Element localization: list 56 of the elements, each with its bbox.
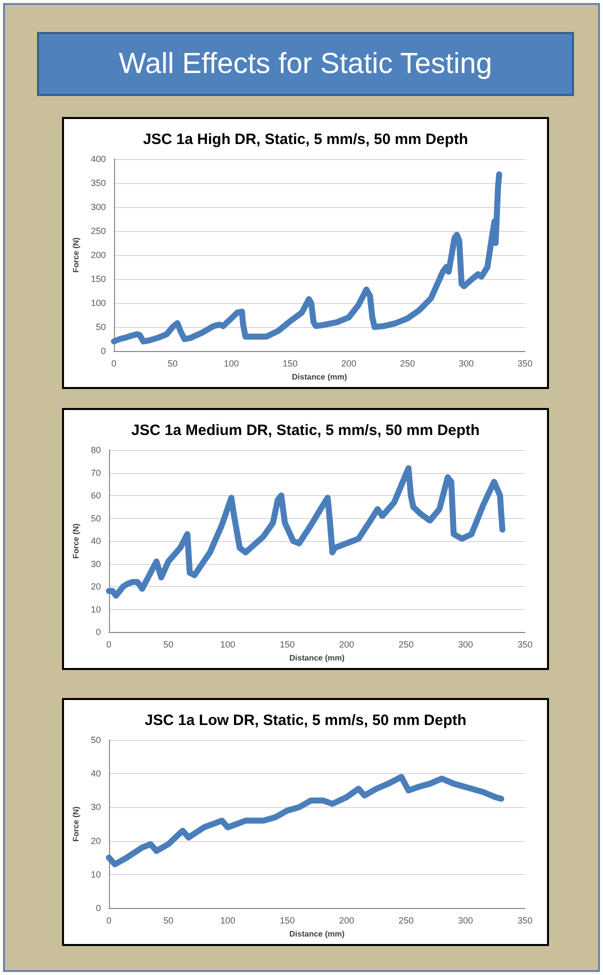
y-tick-label: 200 — [90, 250, 106, 260]
y-tick-label: 0 — [96, 627, 101, 637]
x-tick-label: 50 — [163, 916, 174, 926]
y-tick-label: 70 — [90, 468, 101, 478]
x-tick-label: 200 — [339, 640, 354, 650]
x-axis-title: Distance (mm) — [289, 929, 345, 938]
x-tick-label: 300 — [458, 916, 474, 926]
x-tick-label: 350 — [517, 640, 533, 650]
y-tick-label: 50 — [90, 513, 101, 524]
y-tick-label: 50 — [96, 322, 106, 332]
y-tick-label: 0 — [96, 903, 101, 913]
x-tick-label: 100 — [224, 358, 239, 368]
y-tick-label: 30 — [90, 802, 101, 812]
y-tick-label: 350 — [90, 178, 106, 188]
x-tick-label: 100 — [220, 640, 236, 650]
chart-title: JSC 1a Medium DR, Static, 5 mm/s, 50 mm Depth — [131, 422, 480, 439]
chart-title: JSC 1a High DR, Static, 5 mm/s, 50 mm Depth — [142, 131, 468, 148]
y-tick-label: 30 — [90, 558, 101, 569]
y-tick-label: 10 — [90, 869, 101, 880]
y-tick-label: 20 — [90, 836, 101, 846]
x-axis-title: Distance (mm) — [289, 653, 345, 662]
x-axis-title: Distance (mm) — [292, 372, 348, 382]
y-tick-label: 80 — [90, 445, 101, 455]
y-axis-title: Force (N) — [72, 237, 80, 273]
y-axis-title: Force (N) — [72, 523, 80, 559]
x-tick-label: 150 — [280, 916, 295, 926]
y-tick-label: 40 — [90, 768, 101, 779]
x-tick-label: 100 — [220, 916, 236, 926]
x-tick-label: 50 — [168, 358, 178, 368]
y-tick-label: 40 — [90, 536, 101, 546]
x-tick-label: 50 — [163, 640, 174, 650]
x-tick-label: 350 — [517, 358, 533, 368]
y-tick-label: 60 — [90, 490, 101, 500]
y-tick-label: 50 — [90, 735, 101, 745]
x-tick-label: 0 — [111, 358, 116, 368]
x-tick-label: 150 — [282, 358, 298, 368]
x-tick-label: 350 — [517, 916, 533, 926]
x-tick-label: 250 — [400, 358, 416, 368]
x-tick-label: 250 — [398, 640, 414, 650]
y-tick-label: 150 — [90, 274, 106, 284]
x-tick-label: 150 — [280, 640, 295, 650]
x-tick-label: 300 — [458, 640, 474, 650]
x-tick-label: 200 — [339, 916, 354, 926]
y-tick-label: 100 — [90, 298, 106, 308]
x-tick-label: 200 — [341, 358, 356, 368]
y-tick-label: 400 — [90, 154, 106, 164]
y-tick-label: 20 — [90, 582, 101, 592]
x-tick-label: 300 — [458, 358, 474, 368]
y-tick-label: 300 — [90, 202, 106, 212]
y-tick-label: 250 — [90, 226, 106, 236]
chart-title: JSC 1a Low DR, Static, 5 mm/s, 50 mm Depth — [144, 712, 466, 729]
y-tick-label: 10 — [90, 604, 101, 614]
y-axis-title: Force (N) — [72, 806, 80, 842]
text: Wall Effects for Static Testing — [37, 32, 574, 96]
y-tick-label: 0 — [100, 346, 106, 356]
x-tick-label: 250 — [398, 916, 414, 926]
